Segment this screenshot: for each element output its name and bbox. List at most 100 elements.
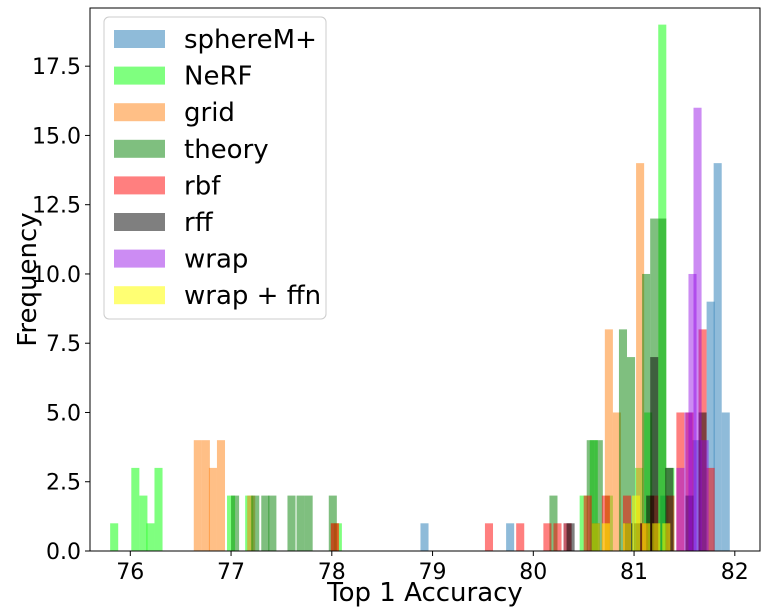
legend-swatch-spherem- — [114, 30, 165, 48]
x-tick-label: 79 — [419, 560, 447, 585]
bar-theory-11 — [618, 329, 628, 551]
bar-wrap-ffn-2 — [622, 523, 632, 551]
legend-label-theory: theory — [184, 135, 269, 165]
bar-wrap-2 — [688, 273, 697, 551]
y-tick-label: 7.5 — [46, 332, 81, 357]
y-tick-label: 5.0 — [46, 401, 81, 426]
legend: sphereM+ NeRF grid theory rbf rff wrap wrap + f… — [103, 16, 327, 320]
x-tick-label: 77 — [217, 560, 245, 585]
bar-grid-0 — [193, 440, 202, 551]
bar-theory-10 — [594, 440, 603, 551]
bar-rbf-2 — [516, 523, 525, 551]
bar-nerf-4 — [146, 523, 155, 551]
bar-theory-2 — [261, 495, 270, 551]
x-axis-label: Top 1 Accuracy — [326, 578, 523, 608]
y-tick-label: 10.0 — [32, 263, 81, 288]
legend-box — [103, 16, 327, 320]
bar-rbf-13 — [685, 412, 694, 551]
plot-frame — [89, 7, 761, 552]
bar-spherem--4 — [692, 440, 701, 551]
bar-grid-3 — [216, 440, 226, 551]
bar-theory-1 — [251, 495, 260, 551]
bar-wrap-ffn-5 — [652, 523, 661, 551]
bar-nerf-5 — [154, 467, 163, 551]
legend-label-wrap-ffn: wrap + ffn — [184, 281, 321, 311]
y-tick-label: 17.5 — [32, 55, 81, 80]
bar-rff-6 — [665, 467, 674, 551]
bar-rbf-7 — [601, 495, 610, 551]
legend-label-wrap: wrap — [184, 245, 248, 275]
bar-nerf-3 — [139, 495, 148, 551]
bar-wrap-ffn-4 — [642, 523, 651, 551]
bar-theory-7 — [328, 495, 337, 551]
bar-theory-12 — [627, 357, 636, 551]
bar-wrap-ffn-6 — [662, 523, 671, 551]
bar-grid-2 — [208, 467, 217, 551]
bar-grid-7 — [612, 412, 621, 551]
bar-theory-0 — [231, 495, 240, 551]
bar-rbf-6 — [583, 495, 592, 551]
x-tick-label: 78 — [318, 560, 346, 585]
bar-theory-15 — [658, 218, 667, 552]
x-tick-label: 80 — [519, 560, 547, 585]
legend-swatch-nerf — [114, 66, 165, 85]
legend-swatch-rbf — [114, 176, 165, 195]
legend-label-rff: rff — [184, 208, 214, 238]
x-tick-label: 82 — [721, 560, 749, 585]
y-tick-label: 12.5 — [32, 194, 81, 219]
bar-wrap-ffn-1 — [601, 523, 610, 551]
legend-swatch-grid — [114, 103, 165, 122]
bar-spherem--5 — [706, 301, 715, 551]
bar-grid-1 — [201, 440, 210, 551]
bar-rbf-0 — [330, 523, 339, 551]
bar-grid-6 — [604, 329, 613, 551]
legend-label-rbf: rbf — [184, 171, 221, 201]
y-tick-label: 15.0 — [32, 124, 81, 149]
bar-rbf-8 — [622, 495, 632, 551]
bar-wrap-ffn-0 — [591, 523, 600, 551]
y-axis-ticks: 0.0 2.5 5.0 7.5 10.0 12.5 15.0 17.5 — [32, 55, 90, 565]
y-tick-label: 2.5 — [46, 471, 81, 496]
bar-nerf-0 — [110, 523, 119, 551]
bar-theory-8 — [549, 495, 558, 551]
bar-wrap-0 — [676, 467, 685, 551]
y-axis-label: Frequency — [13, 212, 43, 346]
legend-label-nerf: NeRF — [184, 62, 252, 92]
bar-rbf-4 — [553, 523, 562, 551]
bar-theory-5 — [296, 495, 305, 551]
bar-spherem--6 — [713, 163, 722, 551]
bar-rff-0 — [566, 523, 575, 551]
legend-label-grid: grid — [184, 98, 235, 128]
x-tick-label: 81 — [620, 560, 648, 585]
bar-spherem--0 — [420, 523, 429, 551]
bar-rbf-15 — [706, 467, 715, 551]
bar-theory-6 — [304, 495, 313, 551]
histogram-bars — [110, 24, 730, 552]
bar-spherem--1 — [506, 523, 515, 551]
bar-wrap-ffn-3 — [632, 495, 641, 551]
bar-wrap-1 — [684, 412, 693, 551]
legend-label-spherem-: sphereM+ — [184, 25, 317, 55]
bar-rbf-1 — [484, 523, 494, 551]
bar-rbf-12 — [676, 412, 685, 551]
bar-nerf-2 — [131, 467, 140, 551]
bar-spherem--7 — [721, 412, 730, 551]
bar-rff-5 — [650, 357, 659, 551]
bar-grid-8 — [636, 163, 645, 551]
legend-swatch-wrap-ffn — [114, 286, 165, 305]
x-axis-ticks: 76 77 78 79 80 81 82 — [116, 551, 749, 585]
bar-theory-3 — [268, 495, 277, 551]
bar-wrap-3 — [693, 107, 702, 551]
y-tick-label: 0.0 — [46, 540, 81, 565]
legend-swatch-rff — [114, 213, 165, 231]
bar-rff-7 — [685, 495, 694, 551]
legend-swatch-theory — [114, 139, 165, 158]
bar-rff-8 — [698, 412, 707, 551]
bar-theory-13 — [642, 273, 651, 551]
legend-swatch-wrap — [114, 249, 165, 268]
x-tick-label: 76 — [116, 560, 144, 585]
bar-rbf-3 — [543, 523, 552, 551]
bar-wrap-4 — [700, 440, 709, 551]
bar-theory-4 — [287, 495, 296, 551]
